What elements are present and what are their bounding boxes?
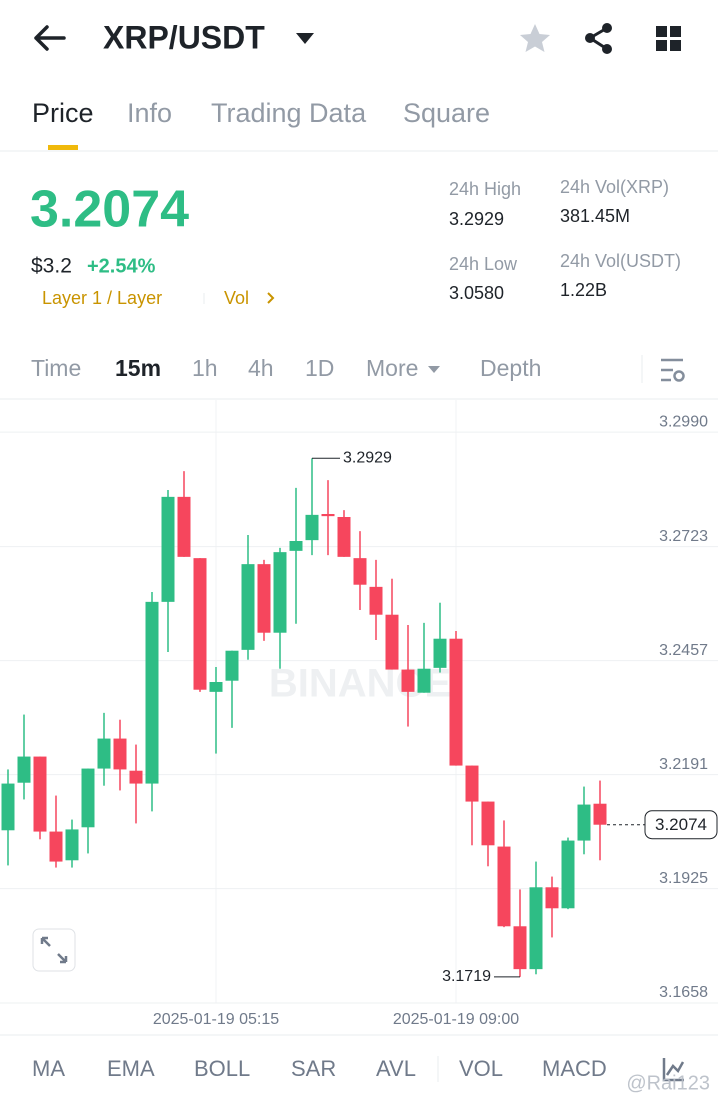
usd-price: $3.2 bbox=[31, 255, 72, 278]
candle-body bbox=[433, 638, 447, 668]
min-label: 3.1719 bbox=[442, 968, 491, 985]
vol-link[interactable]: Vol bbox=[224, 288, 249, 308]
share-button[interactable] bbox=[585, 23, 612, 54]
stat-value: 3.2929 bbox=[449, 209, 504, 229]
favorite-star[interactable] bbox=[520, 24, 550, 52]
stat-label: 24h Vol(XRP) bbox=[560, 177, 669, 197]
candle-body bbox=[193, 558, 207, 690]
candle-body bbox=[241, 564, 255, 650]
candle-body bbox=[113, 738, 127, 770]
candle-body bbox=[321, 514, 335, 517]
watermark: @Rai123 bbox=[626, 1072, 710, 1094]
indicator-settings[interactable] bbox=[662, 1058, 685, 1082]
stat-label: 24h Vol(USDT) bbox=[560, 251, 681, 271]
y-tick-label: 3.2990 bbox=[659, 413, 708, 430]
candle-body bbox=[305, 514, 319, 541]
candle-body bbox=[369, 586, 383, 615]
candle-body bbox=[577, 804, 591, 841]
candle-body bbox=[385, 614, 399, 670]
chevron bbox=[267, 292, 275, 304]
last-price-tag bbox=[644, 810, 718, 840]
price-change: +2.54% bbox=[87, 255, 156, 277]
y-tick-label: 3.2723 bbox=[659, 528, 708, 545]
indicator-tab[interactable]: AVL bbox=[376, 1056, 416, 1081]
indicator-tab[interactable]: MA bbox=[32, 1056, 65, 1081]
candle-body bbox=[225, 650, 239, 681]
stat-value: 3.0580 bbox=[449, 283, 504, 303]
candle-body bbox=[545, 887, 559, 909]
tab-indicator bbox=[48, 145, 78, 150]
indicator-tab[interactable]: EMA bbox=[107, 1056, 155, 1081]
candle-body bbox=[513, 926, 527, 970]
y-tick-label: 3.2457 bbox=[659, 642, 708, 659]
candle-body bbox=[129, 770, 143, 784]
indicator-tab[interactable]: BOLL bbox=[194, 1056, 250, 1081]
candle-body bbox=[49, 831, 63, 862]
interval-tab[interactable]: 15m bbox=[115, 355, 161, 381]
candle-body bbox=[561, 840, 575, 909]
indicator-tab[interactable]: MACD bbox=[542, 1056, 607, 1081]
max-label: 3.2929 bbox=[343, 450, 392, 467]
candle-body bbox=[65, 829, 79, 861]
candle-body bbox=[33, 756, 47, 832]
y-tick-label: 3.2191 bbox=[659, 756, 708, 773]
candle-body bbox=[1, 783, 15, 831]
tab[interactable]: Trading Data bbox=[211, 98, 367, 128]
candle-body bbox=[81, 768, 95, 828]
tag-link[interactable]: Layer 1 / Layer bbox=[42, 288, 162, 308]
candle-body bbox=[401, 669, 415, 692]
candle-body bbox=[497, 846, 511, 927]
candle-body bbox=[145, 601, 159, 784]
candle-body bbox=[417, 668, 431, 693]
indicator-tab[interactable]: VOL bbox=[459, 1056, 503, 1081]
interval-tab[interactable]: 1D bbox=[305, 355, 334, 381]
expand-button[interactable] bbox=[32, 928, 76, 972]
interval-tab[interactable]: More bbox=[366, 355, 418, 381]
stat-label: 24h Low bbox=[449, 254, 518, 274]
candle-body bbox=[97, 738, 111, 769]
tab[interactable]: Price bbox=[32, 98, 94, 128]
more-caret bbox=[428, 366, 440, 373]
candle-body bbox=[465, 765, 479, 802]
last-price: 3.2074 bbox=[30, 181, 189, 239]
pair-dropdown[interactable] bbox=[296, 33, 314, 44]
stat-value: 1.22B bbox=[560, 280, 607, 300]
candle-body bbox=[17, 756, 31, 783]
y-tick-label: 3.1925 bbox=[659, 870, 708, 887]
stat-label: 24h High bbox=[449, 179, 521, 199]
back-button[interactable] bbox=[34, 25, 66, 51]
chart-settings[interactable] bbox=[661, 358, 685, 382]
y-tick-label: 3.1658 bbox=[659, 984, 708, 1001]
interval-tab[interactable]: 1h bbox=[192, 355, 218, 381]
indicator-tab[interactable]: SAR bbox=[291, 1056, 336, 1081]
candle-body bbox=[273, 552, 287, 633]
tab[interactable]: Info bbox=[127, 98, 172, 128]
interval-tab[interactable]: Depth bbox=[480, 355, 541, 381]
candle-body bbox=[289, 541, 303, 551]
candle-body bbox=[353, 558, 367, 585]
tab[interactable]: Square bbox=[403, 98, 490, 128]
candle-body bbox=[177, 496, 191, 557]
candle-body bbox=[593, 803, 607, 825]
candle-body bbox=[161, 496, 175, 602]
x-tick-label: 2025-01-19 09:00 bbox=[393, 1011, 519, 1028]
pair-title[interactable]: XRP/USDT bbox=[103, 19, 265, 55]
stat-value: 381.45M bbox=[560, 206, 630, 226]
interval-tab[interactable]: Time bbox=[31, 355, 81, 381]
candle-body bbox=[337, 517, 351, 557]
candle-body bbox=[529, 887, 543, 970]
candle-body bbox=[257, 564, 271, 633]
candle-body bbox=[449, 638, 463, 766]
candle-body bbox=[481, 801, 495, 846]
last-price-label: 3.2074 bbox=[655, 815, 707, 834]
grid-menu[interactable] bbox=[656, 26, 681, 51]
x-tick-label: 2025-01-19 05:15 bbox=[153, 1011, 279, 1028]
interval-tab[interactable]: 4h bbox=[248, 355, 274, 381]
candle-body bbox=[209, 682, 223, 692]
